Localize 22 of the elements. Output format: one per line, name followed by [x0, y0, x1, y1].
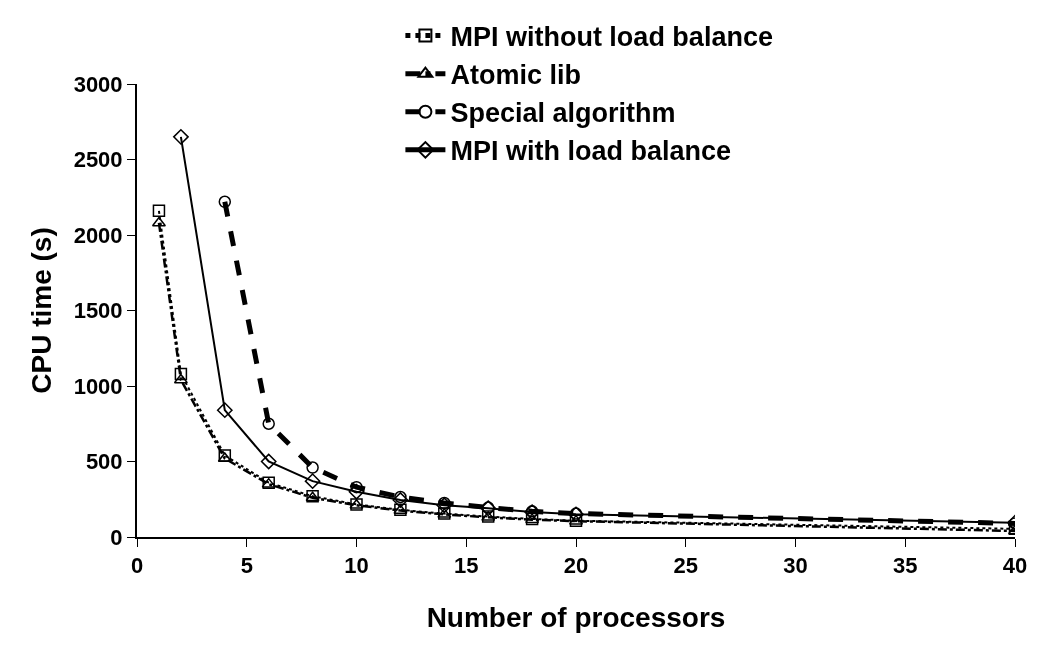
- y-tick-label: 0: [110, 524, 123, 550]
- legend-label: Atomic lib: [450, 60, 581, 91]
- x-tick-label: 35: [893, 553, 918, 579]
- legend-label: MPI with load balance: [450, 136, 731, 167]
- x-tick-label: 15: [454, 553, 479, 579]
- y-tick-label: 2500: [73, 147, 123, 173]
- y-tick-label: 3000: [73, 71, 123, 97]
- legend-label: MPI without load balance: [450, 22, 773, 53]
- y-tick-label: 1000: [73, 373, 123, 399]
- y-tick-label: 2000: [73, 222, 123, 248]
- x-tick-label: 40: [1002, 553, 1028, 579]
- y-axis-title: CPU time (s): [25, 227, 57, 394]
- x-tick-label: 20: [563, 553, 589, 579]
- x-tick-label: 0: [130, 553, 144, 579]
- x-tick-label: 5: [240, 553, 253, 579]
- y-tick-label: 1500: [73, 298, 123, 324]
- x-tick-label: 10: [344, 553, 369, 579]
- legend-label: Special algorithm: [450, 98, 676, 129]
- y-tick-label: 500: [85, 449, 123, 475]
- x-tick-label: 25: [673, 553, 698, 579]
- x-axis-title: Number of processors: [426, 602, 726, 633]
- x-tick-label: 30: [783, 553, 808, 579]
